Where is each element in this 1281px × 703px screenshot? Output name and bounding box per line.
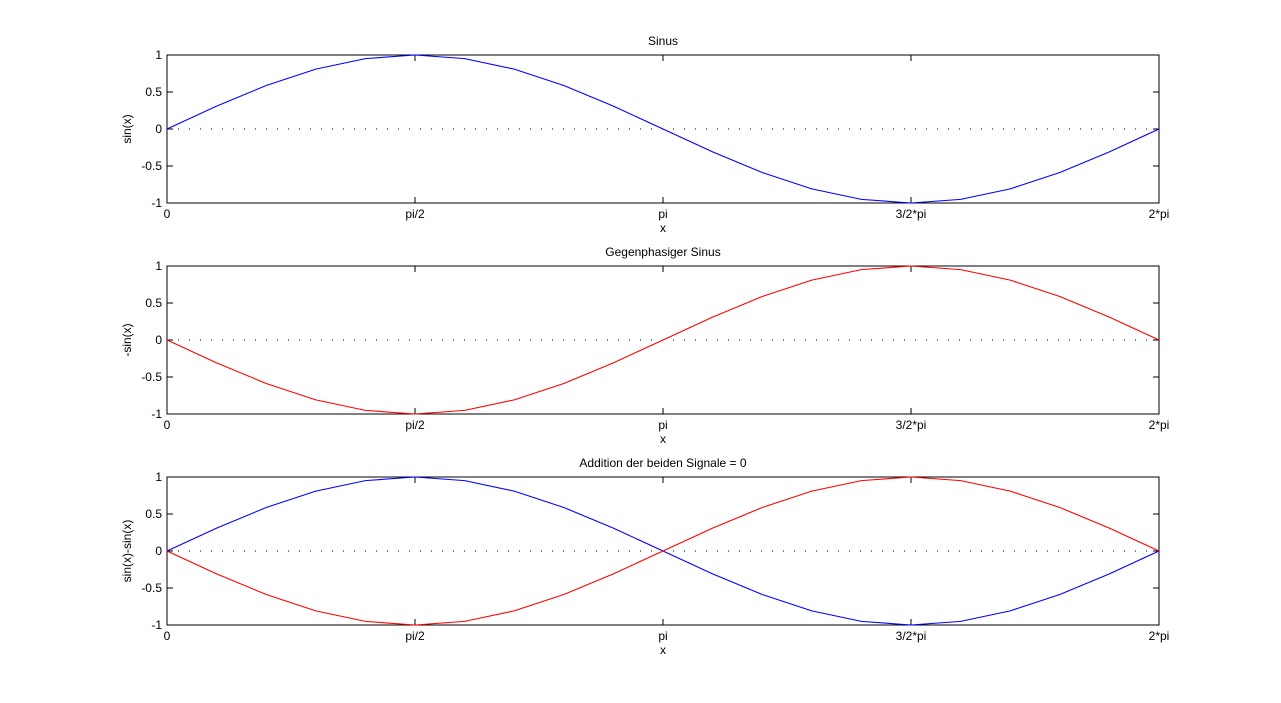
x-tick-label: pi/2 xyxy=(405,418,425,432)
subplot-2: 0 pi/2 pi 3/2*pi 2*pi -1 -0.5 0 0.5 1 Gegenphasige… xyxy=(120,245,1169,446)
series-line-1 xyxy=(166,265,1160,415)
y-tick-label: 0.5 xyxy=(145,85,162,99)
subplot-title: Addition der beiden Signale = 0 xyxy=(579,456,746,470)
series-line-1 xyxy=(166,54,1160,204)
x-axis-label: x xyxy=(660,643,666,657)
x-tick-label: 3/2*pi xyxy=(896,418,927,432)
y-tick-label: 0 xyxy=(155,333,162,347)
y-tick-label: 0.5 xyxy=(145,296,162,310)
subplot-title: Sinus xyxy=(648,34,678,48)
subplot-1: 0 pi/2 pi 3/2*pi 2*pi -1 -0.5 0 0.5 1 Sinus x sin(x) xyxy=(120,34,1169,235)
y-axis-label: sin(x) xyxy=(120,114,134,143)
x-tick-label: 2*pi xyxy=(1149,418,1170,432)
x-tick-label: 2*pi xyxy=(1149,207,1170,221)
subplot-title: Gegenphasiger Sinus xyxy=(605,245,720,259)
x-tick-label: 0 xyxy=(164,418,171,432)
x-tick-label: pi xyxy=(658,207,667,221)
x-tick-label: pi/2 xyxy=(405,629,425,643)
x-tick-label: 0 xyxy=(164,207,171,221)
y-tick-label: -0.5 xyxy=(141,581,162,595)
y-tick-label: -1 xyxy=(151,618,162,632)
series-line-2 xyxy=(166,476,1160,626)
y-tick-label: 1 xyxy=(155,48,162,62)
x-axis-label: x xyxy=(660,432,666,446)
x-tick-label: 2*pi xyxy=(1149,629,1170,643)
x-tick-label: 3/2*pi xyxy=(896,629,927,643)
y-axis-label: -sin(x) xyxy=(120,323,134,356)
x-tick-label: 0 xyxy=(164,629,171,643)
y-tick-label: 1 xyxy=(155,470,162,484)
y-tick-label: 0 xyxy=(155,122,162,136)
x-axis-label: x xyxy=(660,221,666,235)
x-tick-label: pi/2 xyxy=(405,207,425,221)
y-tick-label: 1 xyxy=(155,259,162,273)
x-tick-label: pi xyxy=(658,418,667,432)
x-tick-label: pi xyxy=(658,629,667,643)
y-tick-label: -1 xyxy=(151,407,162,421)
y-tick-label: 0.5 xyxy=(145,507,162,521)
y-tick-label: 0 xyxy=(155,544,162,558)
x-tick-label: 3/2*pi xyxy=(896,207,927,221)
y-tick-label: -0.5 xyxy=(141,159,162,173)
y-tick-label: -0.5 xyxy=(141,370,162,384)
y-tick-label: -1 xyxy=(151,196,162,210)
subplot-3: 0 pi/2 pi 3/2*pi 2*pi -1 -0.5 0 0.5 1 Addition der… xyxy=(120,456,1169,657)
y-axis-label: sin(x)-sin(x) xyxy=(120,520,134,583)
